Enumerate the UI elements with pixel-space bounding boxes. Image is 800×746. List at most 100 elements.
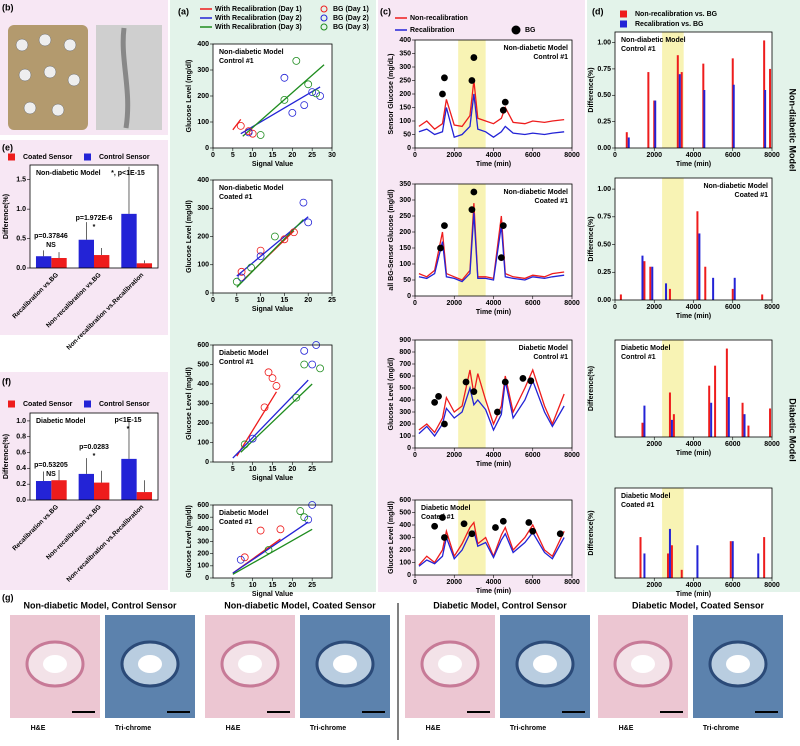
chart-title: Control #1 bbox=[533, 354, 568, 361]
series-line bbox=[418, 80, 565, 130]
y-tick-label: 0 bbox=[205, 145, 209, 152]
y-tick-label: 0 bbox=[205, 575, 209, 582]
chart-title: Diabetic Model bbox=[621, 345, 670, 352]
histology-header: Non-diabetic Model, Control Sensor bbox=[23, 600, 177, 610]
chart-title: Control #1 bbox=[621, 354, 656, 361]
bar bbox=[627, 137, 630, 148]
histology-lumen bbox=[438, 655, 462, 673]
legend-swatch bbox=[620, 20, 627, 28]
chart-title: Coated #1 bbox=[735, 192, 769, 199]
data-point bbox=[431, 522, 439, 530]
x-tick-label: 5 bbox=[231, 466, 235, 473]
y-tick-label: 400 bbox=[399, 522, 411, 529]
y-tick-label: 0.5 bbox=[16, 235, 26, 242]
y-axis-label: Glucose Level (mg/dl) bbox=[186, 505, 193, 578]
legend-swatch bbox=[511, 25, 521, 35]
legend-swatch bbox=[320, 14, 328, 22]
y-tick-label: 300 bbox=[399, 409, 411, 416]
y-tick-label: 700 bbox=[399, 361, 411, 368]
y-tick-label: 600 bbox=[197, 342, 209, 349]
bar bbox=[665, 283, 668, 300]
y-tick-label: 300 bbox=[197, 67, 209, 74]
bar bbox=[769, 68, 772, 148]
x-axis-label: Signal Value bbox=[252, 591, 293, 598]
x-tick-label: 20 bbox=[304, 297, 312, 304]
bar bbox=[668, 392, 671, 437]
legend-label: With Recalibration (Day 1) bbox=[215, 6, 302, 13]
y-tick-label: 400 bbox=[399, 37, 411, 44]
bar bbox=[743, 414, 746, 437]
stain-label: H&E bbox=[226, 725, 241, 732]
y-tick-label: 0.8 bbox=[16, 434, 26, 441]
data-point bbox=[248, 129, 257, 138]
x-tick-label: 4000 bbox=[486, 579, 502, 586]
panel-label: (a) bbox=[178, 6, 189, 16]
bar bbox=[764, 90, 767, 148]
bar bbox=[725, 348, 728, 437]
chart-title: Control #1 bbox=[219, 58, 254, 65]
data-point bbox=[247, 263, 255, 272]
x-tick-label: 2000 bbox=[446, 152, 462, 159]
x-tick-label: 2000 bbox=[446, 300, 462, 307]
y-tick-label: 0.25 bbox=[597, 269, 611, 276]
x-tick-label: 0 bbox=[211, 152, 215, 159]
data-point bbox=[236, 122, 245, 130]
x-axis-label: Time (min) bbox=[476, 309, 511, 316]
bar bbox=[639, 537, 642, 578]
x-tick-label: 0 bbox=[613, 152, 617, 159]
y-axis-label: Difference(%) bbox=[3, 434, 10, 479]
y-tick-label: 400 bbox=[399, 397, 411, 404]
chart-title: Diabetic Model bbox=[519, 345, 568, 352]
bar bbox=[51, 257, 67, 268]
y-tick-label: 0 bbox=[407, 145, 411, 152]
bar bbox=[647, 72, 650, 148]
chart-title: Non-diabetic Model bbox=[503, 45, 568, 52]
data-point bbox=[237, 273, 246, 282]
bar bbox=[51, 480, 67, 500]
y-tick-label: 150 bbox=[399, 245, 411, 252]
series-line bbox=[418, 203, 565, 281]
series-line bbox=[418, 368, 565, 434]
chart-title: Diabetic Model bbox=[621, 493, 670, 500]
data-point bbox=[470, 54, 478, 61]
legend-label: With Recalibration (Day 3) bbox=[215, 24, 302, 31]
highlight-band bbox=[662, 178, 684, 300]
chart-title: Coated #1 bbox=[535, 198, 569, 205]
y-tick-label: 100 bbox=[399, 433, 411, 440]
chart-title: Non-diabetic Model bbox=[703, 183, 768, 190]
x-tick-label: 8000 bbox=[764, 441, 780, 448]
x-tick-label: 25 bbox=[328, 297, 336, 304]
bar bbox=[643, 405, 646, 437]
x-axis-label: Time (min) bbox=[476, 461, 511, 468]
y-tick-label: 600 bbox=[399, 373, 411, 380]
chart-title: Control #1 bbox=[621, 46, 656, 53]
plot-area bbox=[615, 32, 772, 148]
y-tick-label: 0.0 bbox=[16, 265, 26, 272]
data-point bbox=[292, 57, 301, 65]
bar bbox=[757, 553, 760, 578]
y-axis-label: Difference(%) bbox=[588, 366, 595, 411]
y-tick-label: 800 bbox=[399, 349, 411, 356]
data-point bbox=[288, 109, 297, 117]
annotation: NS bbox=[46, 471, 56, 478]
data-point bbox=[316, 364, 325, 373]
x-tick-label: 15 bbox=[269, 152, 277, 159]
panel-label: (e) bbox=[2, 142, 13, 152]
data-point bbox=[460, 520, 468, 528]
bar bbox=[731, 541, 734, 578]
x-tick-label: 6000 bbox=[525, 152, 541, 159]
chart-title: Non-diabetic Model bbox=[503, 189, 568, 196]
bar bbox=[698, 233, 701, 300]
legend-label: With Recalibration (Day 2) bbox=[215, 15, 302, 22]
data-point bbox=[260, 403, 269, 412]
bar bbox=[136, 263, 153, 268]
x-tick-label: 0 bbox=[413, 300, 417, 307]
panel-label: (g) bbox=[2, 592, 14, 602]
x-tick-label: 0 bbox=[211, 297, 215, 304]
bar bbox=[643, 261, 646, 300]
x-tick-label: 25 bbox=[308, 582, 316, 589]
chart-title: Non-diabetic Model bbox=[219, 185, 284, 192]
data-point bbox=[240, 440, 249, 449]
panel-label: (b) bbox=[2, 2, 14, 12]
data-point bbox=[270, 232, 279, 241]
